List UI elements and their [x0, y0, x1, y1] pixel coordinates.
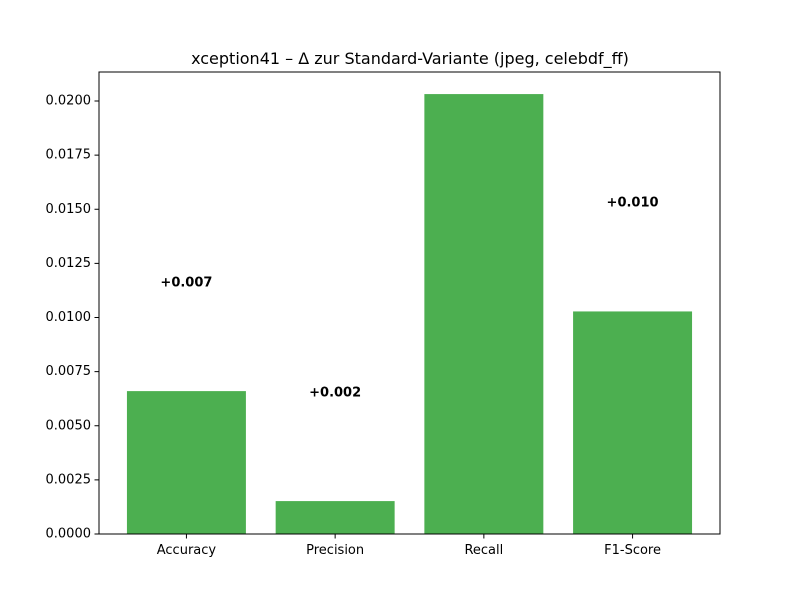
bar-precision [275, 501, 395, 534]
y-tick-label: 0.0150 [46, 202, 92, 217]
y-tick-label: 0.0050 [46, 418, 92, 433]
bar-recall [424, 94, 544, 534]
x-tick-label: Accuracy [157, 543, 217, 558]
chart-title: xception41 – Δ zur Standard-Variante (jp… [191, 49, 629, 69]
x-axis: Accuracy Precision Recall F1-Score [157, 534, 661, 558]
x-tick-label: F1-Score [604, 543, 661, 558]
bars-group [126, 94, 693, 534]
x-tick-label: Precision [306, 543, 364, 558]
data-labels-group: +0.007 +0.002 +0.010 [160, 196, 658, 401]
y-tick-label: 0.0000 [46, 527, 92, 542]
data-label: +0.007 [160, 275, 212, 290]
y-tick-label: 0.0100 [46, 310, 92, 325]
y-tick-label: 0.0075 [46, 364, 92, 379]
y-tick-label: 0.0200 [46, 94, 92, 109]
data-label: +0.002 [309, 385, 361, 400]
bar-accuracy [126, 391, 246, 534]
x-tick-label: Recall [464, 543, 503, 558]
data-label: +0.010 [607, 196, 659, 211]
y-tick-label: 0.0025 [46, 472, 92, 487]
y-tick-label: 0.0125 [46, 256, 92, 271]
y-axis: 0.0000 0.0025 0.0050 0.0075 0.0100 0.0125 0.01… [46, 94, 99, 542]
y-tick-label: 0.0175 [46, 148, 92, 163]
bar-f1-score [573, 311, 693, 534]
plot-frame [98, 71, 721, 535]
